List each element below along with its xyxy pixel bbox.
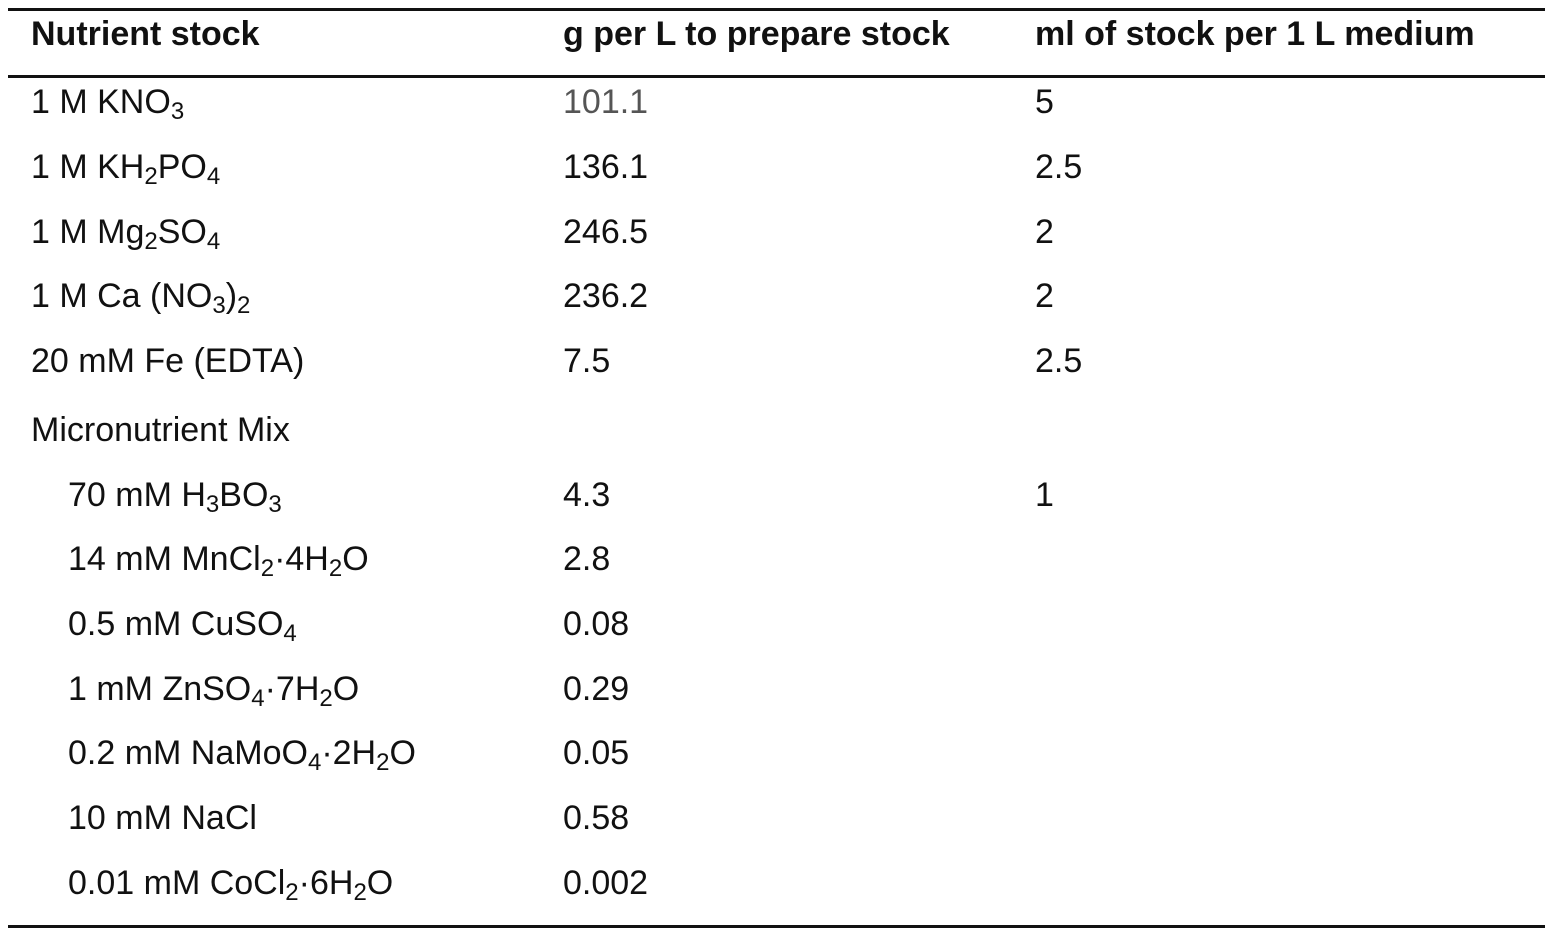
formula-text: 0.5 mM CuSO xyxy=(68,605,284,643)
subscript: 2 xyxy=(353,879,367,906)
nutrient-name-cell: 1 M KNO3 xyxy=(31,82,185,125)
formula-text: BO xyxy=(219,476,269,514)
nutrient-name-cell: 1 M Mg2SO4 xyxy=(31,212,221,255)
grams-cell: 0.002 xyxy=(563,864,649,902)
subscript: 2 xyxy=(328,555,343,582)
nutrient-name-cell: 20 mM Fe (EDTA) xyxy=(31,341,304,381)
formula-text: ·6H xyxy=(298,864,354,902)
formula-text: O xyxy=(366,864,394,902)
grams-cell: 7.5 xyxy=(563,342,611,380)
formula-text: 0.01 mM CoCl xyxy=(68,864,286,902)
nutrient-name-cell: 1 M Ca (NO3)2 xyxy=(31,276,251,319)
subscript: 2 xyxy=(285,879,299,906)
subscript: 2 xyxy=(260,555,275,582)
nutrient-name-cell: 0.2 mM NaMoO4·2H2O xyxy=(68,733,416,776)
subscript: 4 xyxy=(206,163,221,190)
formula-text: 1 M Ca (NO xyxy=(31,277,213,315)
grams-cell: 0.08 xyxy=(563,605,630,643)
table-header-rule xyxy=(8,75,1545,78)
ml-cell: 2 xyxy=(1035,277,1054,315)
formula-text: 0.2 mM NaMoO xyxy=(68,734,308,772)
nutrient-name-cell: 10 mM NaCl xyxy=(68,798,257,838)
subscript: 2 xyxy=(144,228,158,255)
nutrient-name-cell: 0.5 mM CuSO4 xyxy=(68,604,297,647)
header-nutrient-stock: Nutrient stock xyxy=(31,15,260,53)
subscript: 2 xyxy=(376,749,390,776)
grams-cell: 4.3 xyxy=(563,476,611,514)
formula-text: O xyxy=(389,734,416,772)
formula-text: ·4H xyxy=(274,540,329,578)
nutrient-name-cell: 1 M KH2PO4 xyxy=(31,147,221,190)
nutrient-name-cell: 0.01 mM CoCl2·6H2O xyxy=(68,863,394,906)
grams-cell: 2.8 xyxy=(563,540,611,578)
formula-text: O xyxy=(332,670,360,708)
grams-cell: 0.05 xyxy=(563,734,630,772)
subscript: 2 xyxy=(237,292,251,319)
ml-cell: 5 xyxy=(1035,83,1054,121)
nutrient-name-cell: 14 mM MnCl2·4H2O xyxy=(68,539,369,582)
subscript: 4 xyxy=(307,749,322,776)
table-bottom-rule xyxy=(8,925,1545,928)
formula-text: 1 mM ZnSO xyxy=(68,670,252,708)
subscript: 3 xyxy=(205,491,220,518)
subscript: 4 xyxy=(251,685,265,712)
subscript: 3 xyxy=(170,98,185,125)
table-top-rule xyxy=(8,8,1545,11)
ml-cell: 2.5 xyxy=(1035,342,1083,380)
grams-cell: 101.1 xyxy=(563,83,649,121)
header-grams-per-liter: g per L to prepare stock xyxy=(563,15,950,53)
subscript: 4 xyxy=(206,228,221,255)
formula-text: 1 M Mg xyxy=(31,213,145,251)
header-ml-per-liter: ml of stock per 1 L medium xyxy=(1035,15,1475,53)
formula-text: 1 M KNO xyxy=(31,83,171,121)
formula-text: 1 M KH xyxy=(31,148,145,186)
formula-text: ·2H xyxy=(321,734,377,772)
ml-cell: 2.5 xyxy=(1035,148,1083,186)
formula-text: O xyxy=(342,540,369,578)
subscript: 2 xyxy=(144,163,158,190)
ml-cell: 2 xyxy=(1035,213,1054,251)
subscript: 3 xyxy=(212,292,226,319)
formula-text: 14 mM MnCl xyxy=(68,540,261,578)
subscript: 3 xyxy=(268,491,282,518)
ml-cell: 1 xyxy=(1035,476,1054,514)
formula-text: 10 mM NaCl xyxy=(68,799,257,837)
grams-cell: 236.2 xyxy=(563,277,649,315)
formula-text: SO xyxy=(157,213,207,251)
nutrient-name-cell: 1 mM ZnSO4·7H2O xyxy=(68,669,360,712)
nutrient-name-cell: 70 mM H3BO3 xyxy=(68,475,282,518)
formula-text: 70 mM H xyxy=(68,476,206,514)
grams-cell: 136.1 xyxy=(563,148,649,186)
grams-cell: 0.58 xyxy=(563,799,630,837)
formula-text: ·7H xyxy=(264,670,320,708)
grams-cell: 0.29 xyxy=(563,670,630,708)
formula-text: 20 mM Fe (EDTA) xyxy=(31,342,305,380)
nutrient-name-cell: Micronutrient Mix xyxy=(31,410,290,450)
formula-text: ) xyxy=(225,277,238,315)
grams-cell: 246.5 xyxy=(563,213,649,251)
formula-text: Micronutrient Mix xyxy=(31,411,290,449)
subscript: 2 xyxy=(319,685,333,712)
formula-text: PO xyxy=(157,148,207,186)
subscript: 4 xyxy=(283,620,297,647)
